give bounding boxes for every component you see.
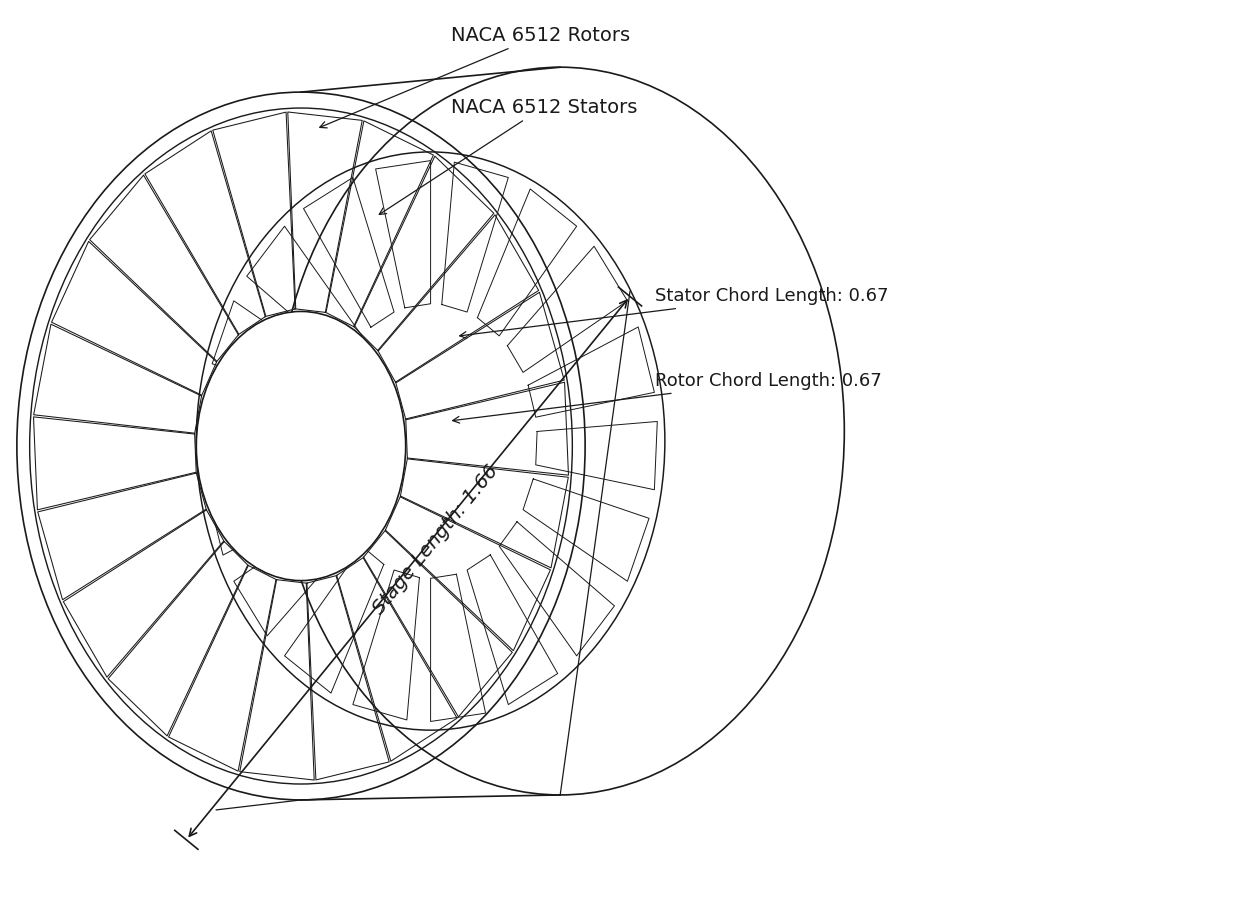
Text: Stage Length: 1.66: Stage Length: 1.66 [369, 462, 503, 619]
Text: NACA 6512 Stators: NACA 6512 Stators [379, 98, 637, 215]
Text: NACA 6512 Rotors: NACA 6512 Rotors [319, 25, 630, 128]
Ellipse shape [196, 312, 405, 581]
Text: Rotor Chord Length: 0.67: Rotor Chord Length: 0.67 [453, 372, 882, 423]
Text: Stator Chord Length: 0.67: Stator Chord Length: 0.67 [460, 287, 888, 338]
